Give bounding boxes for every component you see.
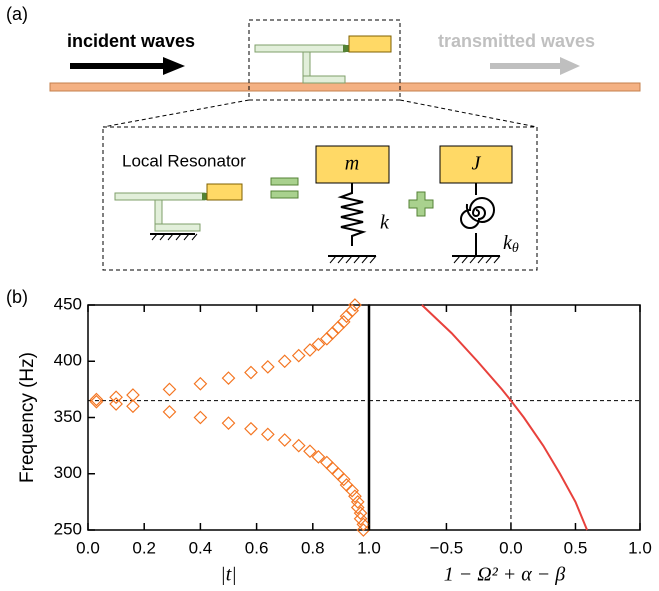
x-tick-label: 0.2 [132,538,156,557]
page: {"panel_a": {"label": "(a)", "incident":… [0,0,659,591]
panel-label: (b) [6,287,28,307]
x-tick-label: 1.0 [628,538,652,557]
point [279,355,291,367]
resonator-small [255,36,391,83]
ground [452,256,500,263]
y-tick-label: 400 [54,351,82,370]
x-tick-label: 0.6 [245,538,269,557]
point [245,367,257,379]
point [293,350,305,362]
incident-label: incident waves [67,31,195,51]
point [338,316,350,328]
point [341,479,353,491]
equals-sign [271,178,298,198]
point [223,417,235,429]
point [349,490,361,502]
plot-frame [369,305,640,530]
zoom-line [400,100,537,127]
x-axis-label: |t| [220,564,237,586]
line [422,305,587,530]
point [163,406,175,418]
inertia-label: J [472,153,482,175]
x-tick-label: 0.4 [189,538,213,557]
point [127,400,139,412]
point [346,485,358,497]
point [338,473,350,485]
y-axis-label: Frequency (Hz) [17,352,38,483]
transmitted-arrow [490,57,580,75]
panel-label: (a) [6,4,28,24]
spring [341,183,363,246]
stiffness-label: k [380,212,390,234]
figure: (a) incident waves transmitted waves Loc… [0,0,659,591]
y-tick-label: 300 [54,463,82,482]
x-tick-label: −0.5 [430,538,464,557]
point [223,372,235,384]
rot-stiffness-label: kθ [503,232,519,257]
transmitted-label: transmitted waves [438,31,595,51]
incident-arrow [70,57,185,75]
point [279,434,291,446]
torsion-spring [461,183,494,256]
mass-label: m [345,153,359,175]
x-tick-label: 0.0 [499,538,523,557]
point [194,412,206,424]
point [326,327,338,339]
plus-sign [409,192,433,216]
point [245,423,257,435]
x-tick-label: 1.0 [357,538,381,557]
plots: 0.0 0.2 0.4 0.6 0.8 1.0 250 300 350 400 450 Frequen… [17,294,652,585]
ground [328,256,376,263]
point [293,440,305,452]
plot: 0.0 0.2 0.4 0.6 0.8 1.0 250 300 350 400 450 Frequen… [17,294,381,585]
point [332,468,344,480]
y-tick-label: 350 [54,407,82,426]
point [341,310,353,322]
point [326,462,338,474]
rot-stiffness-subscript: θ [512,241,519,256]
x-tick-label: 0.5 [564,538,588,557]
point [332,322,344,334]
point [194,378,206,390]
zoom-line [103,100,249,127]
point [127,389,139,401]
plot: −0.5 0.0 0.5 1.0 1 − Ω² + α − β [369,305,652,586]
x-tick-label: 0.0 [76,538,100,557]
resonator-inset [115,184,242,240]
x-axis-label: 1 − Ω² + α − β [444,564,565,586]
point [163,383,175,395]
beam [50,83,640,91]
inset-title: Local Resonator [122,151,246,170]
x-tick-label: 0.8 [301,538,325,557]
point [346,305,358,317]
y-tick-label: 450 [54,294,82,313]
point [262,428,274,440]
y-tick-label: 250 [54,519,82,538]
point [262,361,274,373]
